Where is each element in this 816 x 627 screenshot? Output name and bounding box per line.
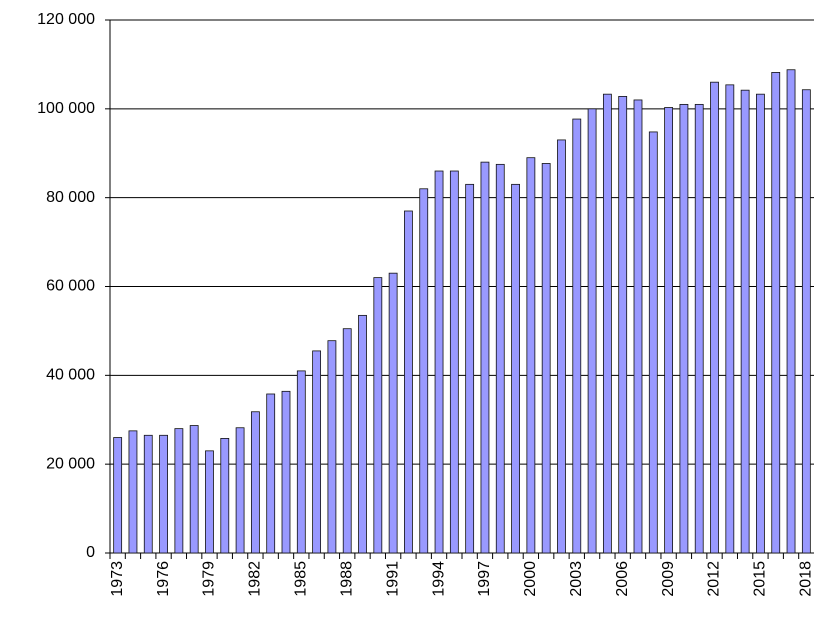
bar <box>511 183 520 554</box>
y-tick-label: 80 000 <box>46 189 95 206</box>
bar <box>679 103 689 554</box>
bar <box>373 277 383 554</box>
bar <box>404 210 413 554</box>
bar <box>541 163 551 554</box>
bar <box>587 108 597 554</box>
bar <box>342 328 352 554</box>
x-tick-label: 1982 <box>247 561 264 597</box>
bar <box>296 370 306 554</box>
bar <box>480 161 490 554</box>
bar <box>327 340 337 554</box>
y-tick-label: 100 000 <box>37 100 95 117</box>
bar <box>526 157 536 554</box>
bar <box>495 163 505 554</box>
x-tick-label: 2009 <box>660 561 677 597</box>
bar <box>358 314 367 554</box>
y-tick-label: 60 000 <box>46 278 95 295</box>
x-tick-label: 1988 <box>338 561 355 597</box>
x-tick-label: 1997 <box>476 561 493 597</box>
bar <box>786 69 796 554</box>
x-tick-label: 2003 <box>568 561 585 597</box>
bar <box>281 390 291 554</box>
bar <box>572 118 582 554</box>
bar <box>664 107 674 554</box>
bar <box>756 93 765 554</box>
x-tick-label: 1991 <box>384 561 401 597</box>
bar <box>648 131 658 554</box>
bar <box>235 427 245 554</box>
y-tick-label: 120 000 <box>37 11 95 28</box>
bar <box>725 84 735 554</box>
bar <box>143 434 153 554</box>
x-tick-label: 1973 <box>109 561 126 597</box>
y-tick-label: 40 000 <box>46 367 95 384</box>
x-tick-label: 2006 <box>614 561 631 597</box>
bar <box>266 393 276 554</box>
bar <box>220 438 230 554</box>
x-tick-label: 2018 <box>798 561 815 597</box>
bar <box>250 411 260 554</box>
bar <box>128 430 138 554</box>
bar <box>449 170 459 554</box>
x-tick-label: 2015 <box>752 561 769 597</box>
y-tick-label: 0 <box>86 544 95 561</box>
bar <box>618 95 628 554</box>
x-tick-label: 1979 <box>201 561 218 597</box>
bar <box>557 139 566 554</box>
x-tick-label: 1985 <box>293 561 310 597</box>
bar <box>602 93 612 554</box>
bar <box>771 72 781 554</box>
bar <box>434 170 444 554</box>
bar <box>312 350 322 554</box>
bar <box>174 428 184 554</box>
bar <box>205 450 214 554</box>
bar <box>159 434 168 554</box>
bar <box>465 183 475 554</box>
x-tick-label: 1994 <box>430 561 447 597</box>
bar <box>113 437 123 554</box>
bar <box>740 89 750 554</box>
bar <box>633 99 643 554</box>
bar <box>694 103 704 554</box>
x-tick-label: 2000 <box>522 561 539 597</box>
y-tick-label: 20 000 <box>46 455 95 472</box>
x-tick-label: 1976 <box>155 561 172 597</box>
bar <box>801 89 811 554</box>
bar <box>388 272 398 554</box>
x-tick-label: 2012 <box>706 561 723 597</box>
bar <box>189 425 199 554</box>
bar <box>710 81 719 554</box>
bar <box>419 188 429 554</box>
